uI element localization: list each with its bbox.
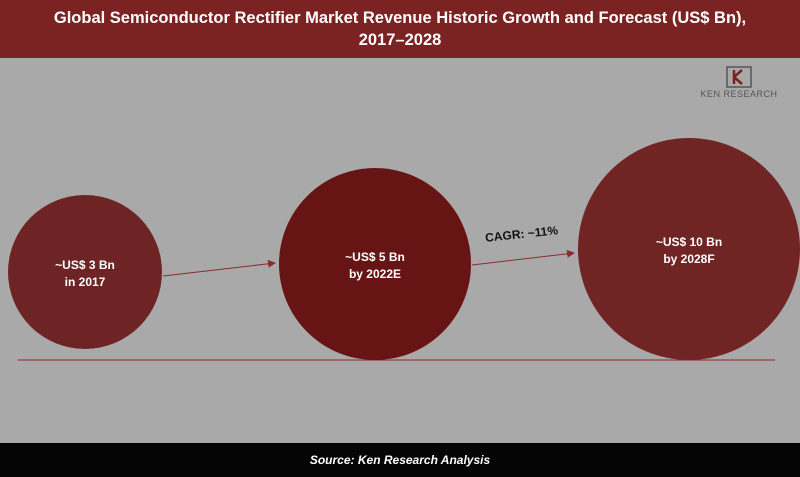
bubble-value-label-2028f: ~US$ 10 Bn <box>656 235 722 249</box>
bubble-value-label-2017: ~US$ 3 Bn <box>55 258 115 272</box>
chart-title-line2: 2017–2028 <box>358 31 442 49</box>
chart-title-line1: Global Semiconductor Rectifier Market Re… <box>53 9 747 27</box>
cagr-annotation: CAGR: ~11% <box>485 223 559 245</box>
bubble-value-label-2022e: ~US$ 5 Bn <box>345 250 405 264</box>
ken-research-logo-icon <box>726 66 752 88</box>
chart-title: Global Semiconductor Rectifier Market Re… <box>10 7 790 51</box>
bubble-year-label-2022e: by 2022E <box>349 267 401 281</box>
chart-header: Global Semiconductor Rectifier Market Re… <box>0 0 800 58</box>
bubble-year-label-2017: in 2017 <box>65 275 106 289</box>
source-text: Source: Ken Research Analysis <box>309 453 491 467</box>
bubble-2022e <box>279 168 471 360</box>
growth-arrow-1 <box>162 259 276 277</box>
source-footer: Source: Ken Research Analysis <box>0 443 800 477</box>
growth-arrow-2 <box>471 249 575 266</box>
logo-text: KEN RESEARCH <box>700 89 778 99</box>
ken-research-logo: KEN RESEARCH <box>684 66 794 102</box>
bubble-year-label-2028f: by 2028F <box>663 252 714 266</box>
bubble-chart: ~US$ 3 Bn in 2017 ~US$ 5 Bn by 2022E ~US$ 10… <box>8 138 800 361</box>
bubble-2017 <box>8 195 162 349</box>
bubbles-group: ~US$ 3 Bn in 2017 ~US$ 5 Bn by 2022E ~US$ 10… <box>8 138 800 360</box>
chart-area: KEN RESEARCH ~US$ 3 Bn in 2017 ~US$ 5 Bn by… <box>0 58 800 443</box>
bubble-2028f <box>578 138 800 360</box>
